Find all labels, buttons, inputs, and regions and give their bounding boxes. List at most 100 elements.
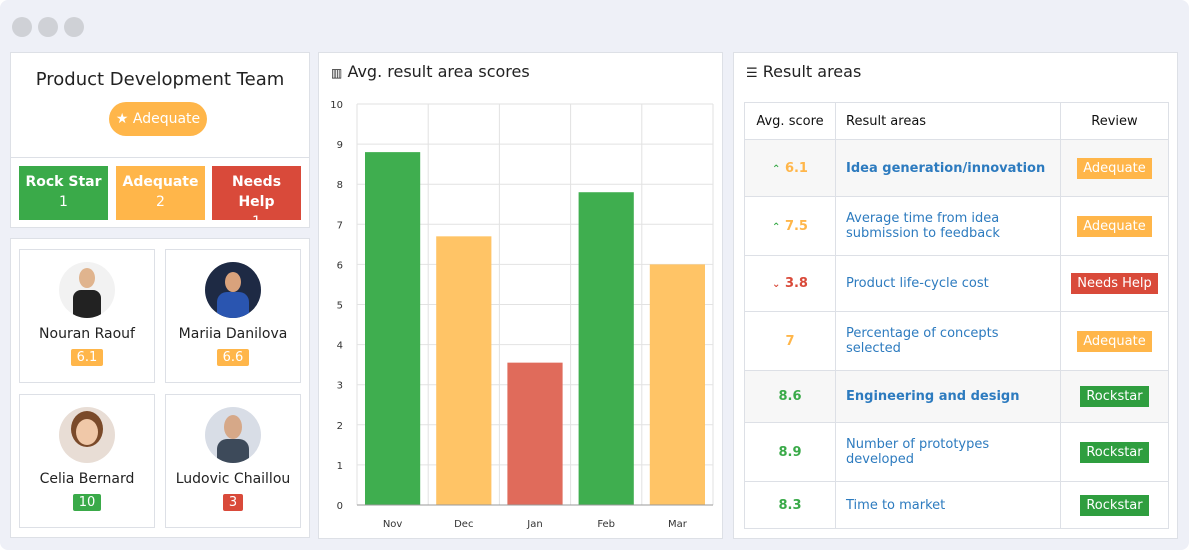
review-badge: Needs Help bbox=[1071, 273, 1158, 294]
bar-jan bbox=[507, 362, 563, 505]
person-card[interactable]: Celia Bernard 10 bbox=[19, 394, 155, 528]
count-adequate[interactable]: Adequate 2 bbox=[116, 166, 205, 220]
table-row[interactable]: ⌃ 7.5 Average time from idea submission … bbox=[744, 196, 1169, 256]
table-row[interactable]: 8.3 Time to market Rockstar bbox=[744, 481, 1169, 529]
count-value: 1 bbox=[59, 194, 68, 210]
y-tick-label: 5 bbox=[337, 301, 343, 312]
y-tick-label: 9 bbox=[337, 140, 343, 151]
review-badge: Rockstar bbox=[1080, 494, 1149, 516]
bar-mar bbox=[649, 264, 705, 505]
table-row[interactable]: 8.6 Engineering and design Rockstar bbox=[744, 370, 1169, 423]
header-avg-score: Avg. score bbox=[744, 102, 836, 140]
y-tick-label: 0 bbox=[337, 501, 343, 512]
review-cell: Rockstar bbox=[1060, 422, 1169, 482]
count-label: Needs Help bbox=[231, 174, 282, 210]
table-row[interactable]: 7 Percentage of concepts selected Adequa… bbox=[744, 311, 1169, 371]
score-value: 7.5 bbox=[784, 218, 808, 234]
avg-score: ⌃ 6.1 bbox=[744, 139, 836, 197]
score-value: 8.9 bbox=[778, 444, 802, 460]
results-table: Avg. score Result areas Review ⌃ 6.1 Ide… bbox=[744, 102, 1169, 529]
review-cell: Adequate bbox=[1060, 196, 1169, 256]
chart-title: Avg. result area scores bbox=[347, 62, 530, 81]
window-close-dot[interactable] bbox=[12, 17, 32, 37]
result-area-cell: Time to market bbox=[835, 481, 1061, 529]
person-name: Nouran Raouf bbox=[39, 326, 135, 342]
result-area-link[interactable]: Number of prototypes developed bbox=[846, 437, 990, 467]
header-review: Review bbox=[1060, 102, 1169, 140]
review-badge: Rockstar bbox=[1080, 386, 1149, 407]
person-card[interactable]: Nouran Raouf 6.1 bbox=[19, 249, 155, 383]
result-area-link[interactable]: Time to market bbox=[846, 497, 946, 513]
count-label: Adequate bbox=[122, 174, 199, 190]
review-cell: Rockstar bbox=[1060, 370, 1169, 423]
result-area-cell: Idea generation/innovation bbox=[835, 139, 1061, 197]
review-cell: Adequate bbox=[1060, 311, 1169, 371]
count-label: Rock Star bbox=[25, 174, 102, 190]
trend-up-icon: ⌃ bbox=[772, 221, 781, 233]
results-title: Result areas bbox=[762, 62, 862, 81]
review-badge: Adequate bbox=[1077, 330, 1152, 352]
result-area-link[interactable]: Average time from idea submission to fee… bbox=[846, 211, 1000, 241]
bar-nov bbox=[365, 152, 421, 505]
avg-score: 8.6 bbox=[744, 370, 836, 423]
count-value: 1 bbox=[252, 214, 261, 230]
count-needs-help[interactable]: Needs Help 1 bbox=[212, 166, 301, 230]
person-card[interactable]: Ludovic Chaillou 3 bbox=[165, 394, 301, 528]
review-cell: Rockstar bbox=[1060, 481, 1169, 529]
result-area-link[interactable]: Percentage of concepts selected bbox=[846, 326, 999, 356]
table-row[interactable]: 8.9 Number of prototypes developed Rocks… bbox=[744, 422, 1169, 482]
review-badge: Adequate bbox=[1077, 157, 1152, 179]
table-row[interactable]: ⌃ 6.1 Idea generation/innovation Adequat… bbox=[744, 139, 1169, 197]
score-value: 7 bbox=[785, 333, 795, 349]
person-score: 6.1 bbox=[70, 349, 104, 366]
bar-chart: 0 1 2 3 4 5 6 7 8 9 10 Nov Dec Jan Feb Mar bbox=[330, 100, 714, 530]
team-title: Product Development Team bbox=[35, 69, 285, 90]
people-card: Nouran Raouf 6.1 Mariia Danilova 6.6 Cel… bbox=[10, 238, 310, 538]
x-tick-label: Dec bbox=[454, 519, 473, 530]
trend-down-icon: ⌄ bbox=[772, 279, 781, 290]
avatar bbox=[205, 262, 261, 318]
score-value: 6.1 bbox=[784, 160, 808, 176]
x-tick-label: Nov bbox=[383, 519, 403, 530]
review-badge: Adequate bbox=[1077, 215, 1152, 237]
x-tick-label: Feb bbox=[597, 519, 615, 530]
person-card[interactable]: Mariia Danilova 6.6 bbox=[165, 249, 301, 383]
avatar bbox=[205, 407, 261, 463]
count-value: 2 bbox=[156, 194, 165, 210]
person-score: 10 bbox=[72, 494, 102, 511]
review-cell: Adequate bbox=[1060, 139, 1169, 197]
result-area-cell: Number of prototypes developed bbox=[835, 422, 1061, 482]
review-cell: Needs Help bbox=[1060, 255, 1169, 312]
y-tick-label: 4 bbox=[337, 341, 343, 352]
count-rock-star[interactable]: Rock Star 1 bbox=[19, 166, 108, 220]
y-tick-label: 3 bbox=[337, 381, 343, 392]
avatar bbox=[59, 262, 115, 318]
star-icon: ★ bbox=[115, 111, 129, 127]
y-tick-label: 1 bbox=[337, 461, 343, 472]
y-tick-label: 6 bbox=[337, 260, 343, 271]
result-area-link[interactable]: Idea generation/innovation bbox=[846, 160, 1046, 176]
result-area-cell: Engineering and design bbox=[835, 370, 1061, 423]
score-value: 8.3 bbox=[778, 497, 802, 513]
result-area-cell: Average time from idea submission to fee… bbox=[835, 196, 1061, 256]
window-maximize-dot[interactable] bbox=[64, 17, 84, 37]
team-card: Product Development Team ★ Adequate Rock… bbox=[10, 52, 310, 230]
avg-score: 7 bbox=[744, 311, 836, 371]
x-tick-label: Jan bbox=[526, 519, 542, 530]
score-value: 3.8 bbox=[784, 276, 808, 291]
result-area-link[interactable]: Engineering and design bbox=[846, 389, 1020, 404]
result-area-link[interactable]: Product life-cycle cost bbox=[846, 276, 989, 291]
window-minimize-dot[interactable] bbox=[38, 17, 58, 37]
avg-score: ⌄ 3.8 bbox=[744, 255, 836, 312]
person-score: 6.6 bbox=[216, 349, 250, 366]
divider bbox=[11, 157, 309, 158]
trend-up-icon: ⌃ bbox=[772, 163, 781, 175]
y-tick-label: 8 bbox=[337, 180, 343, 191]
avatar bbox=[59, 407, 115, 463]
person-name: Mariia Danilova bbox=[178, 326, 288, 342]
result-area-cell: Product life-cycle cost bbox=[835, 255, 1061, 312]
table-row[interactable]: ⌄ 3.8 Product life-cycle cost Needs Help bbox=[744, 255, 1169, 312]
y-tick-label: 10 bbox=[330, 100, 343, 111]
person-name: Celia Bernard bbox=[39, 471, 135, 487]
